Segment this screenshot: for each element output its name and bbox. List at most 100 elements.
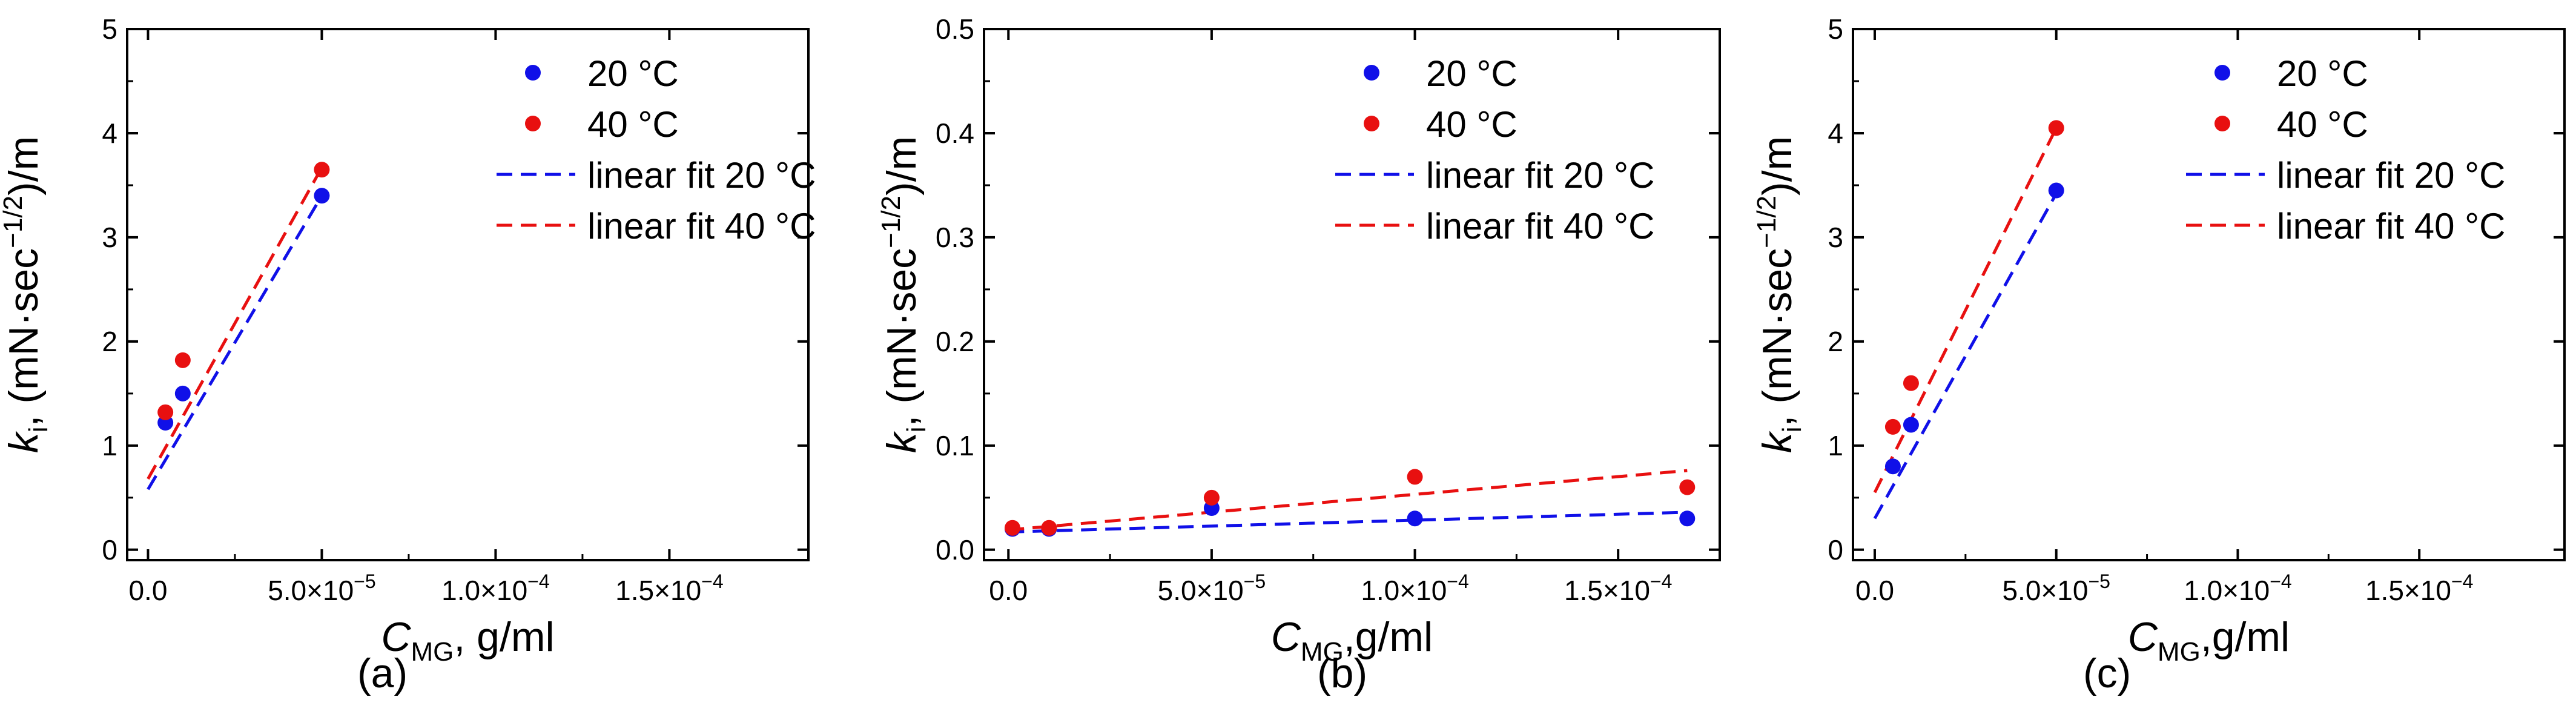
data-point: [1679, 510, 1696, 527]
y-tick-label: 3: [102, 222, 117, 253]
y-tick-label: 4: [1828, 117, 1843, 149]
fit-line: [1008, 510, 1688, 534]
x-label-sub: MG: [1301, 637, 1344, 667]
y-label-sub: i: [902, 426, 931, 432]
x-label-c: C: [1271, 614, 1301, 660]
data-point: [1903, 417, 1919, 433]
x-tick-label: 0.0: [128, 575, 167, 606]
x-tick-label: 0.0: [1855, 575, 1894, 606]
x-tick-exponent: −4: [2270, 570, 2291, 592]
x-label-unit: ,g/ml: [2201, 614, 2290, 660]
x-axis-label: CMG, g/ml: [381, 614, 554, 667]
y-label-sup: −1/2: [1752, 196, 1782, 248]
fit-line: [1873, 193, 2058, 520]
panel-label: (a): [357, 650, 408, 696]
y-label-sub: i: [24, 426, 53, 432]
legend-label: 40 °C: [1426, 104, 1518, 145]
fit-line: [147, 167, 323, 480]
fit-line: [1873, 127, 2058, 494]
data-point: [2048, 120, 2064, 136]
y-axis-label: ki, (mN·sec−1/2)/m: [876, 136, 931, 454]
data-point: [1203, 489, 1220, 506]
y-tick-label: 0.0: [936, 534, 974, 566]
legend-marker: [525, 65, 541, 81]
y-label-text-end: )/m: [1, 136, 47, 196]
data-point: [1407, 469, 1423, 485]
x-label-sub: MG: [411, 637, 454, 667]
x-tick-label: 5.0×10−5: [1158, 570, 1266, 606]
legend-label: linear fit 20 °C: [2277, 155, 2506, 196]
x-axis-label: CMG,g/ml: [2128, 614, 2290, 667]
x-tick-exponent: −5: [1244, 570, 1266, 592]
x-tick-mantissa: 0.0: [128, 575, 167, 606]
x-tick-label: 1.5×10−4: [2365, 570, 2473, 606]
legend-label: linear fit 40 °C: [2277, 206, 2506, 246]
legend: 20 °C 40 °C linear fit 20 °C linear fit 40 …: [2186, 53, 2506, 246]
data-point: [314, 162, 330, 178]
y-tick-label: 1: [1828, 430, 1843, 461]
y-tick-label: 0: [1828, 534, 1843, 566]
y-label-text-end: )/m: [879, 136, 925, 196]
data-point: [1903, 375, 1919, 391]
y-axis-label: ki, (mN·sec−1/2)/m: [0, 136, 53, 454]
x-tick-mantissa: 5.0×10: [1158, 575, 1244, 606]
y-tick-label: 0.4: [936, 117, 974, 149]
y-tick-label: 5: [1828, 13, 1843, 45]
y-label-sup: −1/2: [876, 196, 906, 248]
x-label-c: C: [381, 614, 411, 660]
x-label-sub: MG: [2158, 637, 2201, 667]
fit-line: [1008, 469, 1688, 532]
data-point: [1884, 418, 1901, 435]
data-point: [174, 385, 191, 401]
x-tick-exponent: −4: [1650, 570, 1672, 592]
legend: 20 °C 40 °C linear fit 20 °C linear fit 40 …: [1335, 53, 1655, 246]
data-point: [1407, 510, 1423, 527]
y-tick-label: 0.2: [936, 326, 974, 357]
y-label-text: , (mN·sec: [1754, 248, 1800, 427]
y-label-k: k: [1, 431, 47, 453]
legend-label: 40 °C: [587, 104, 679, 145]
x-tick-label: 1.5×10−4: [1564, 570, 1672, 606]
y-tick-label: 2: [1828, 326, 1843, 357]
y-tick-label: 0.5: [936, 13, 974, 45]
x-tick-label: 1.0×10−4: [2184, 570, 2291, 606]
data-point: [157, 404, 174, 420]
data-point: [1004, 520, 1020, 536]
y-label-k: k: [1754, 431, 1800, 453]
x-tick-mantissa: 1.0×10: [2184, 575, 2270, 606]
x-tick-exponent: −5: [354, 570, 375, 592]
legend-label: linear fit 40 °C: [587, 206, 816, 246]
y-tick-label: 4: [102, 117, 117, 149]
x-axis-label: CMG,g/ml: [1271, 614, 1433, 667]
legend-label: 40 °C: [2277, 104, 2368, 145]
y-tick-label: 0.3: [936, 222, 974, 253]
legend-marker: [1364, 65, 1379, 81]
y-label-text: , (mN·sec: [1, 248, 47, 427]
chart-panel-2: 0.00.10.20.30.40.50.0 5.0×10−5 1.0×10−4 1.5…: [876, 13, 1721, 696]
y-tick-label: 3: [1828, 222, 1843, 253]
x-tick-exponent: −4: [527, 570, 549, 592]
plot-frame: [983, 28, 1721, 561]
x-tick-mantissa: 5.0×10: [2002, 575, 2088, 606]
legend-marker: [2214, 116, 2230, 131]
legend-label: 20 °C: [587, 53, 679, 94]
plot-frame: [126, 28, 810, 561]
fit-line: [147, 194, 323, 490]
x-tick-label: 5.0×10−5: [2002, 570, 2110, 606]
y-tick-label: 5: [102, 13, 117, 45]
plot-frame: [1852, 28, 2566, 561]
y-label-sup: −1/2: [0, 196, 28, 248]
x-tick-label: 1.0×10−4: [1361, 570, 1468, 606]
data-point: [1041, 520, 1057, 536]
x-tick-label: 0.0: [989, 575, 1028, 606]
legend-label: linear fit 40 °C: [1426, 206, 1655, 246]
y-tick-label: 2: [102, 326, 117, 357]
x-tick-exponent: −4: [2451, 570, 2473, 592]
y-label-sub: i: [1777, 426, 1807, 432]
y-tick-label: 1: [102, 430, 117, 461]
x-tick-label: 5.0×10−5: [268, 570, 375, 606]
x-tick-exponent: −4: [701, 570, 723, 592]
data-point: [1884, 458, 1901, 475]
